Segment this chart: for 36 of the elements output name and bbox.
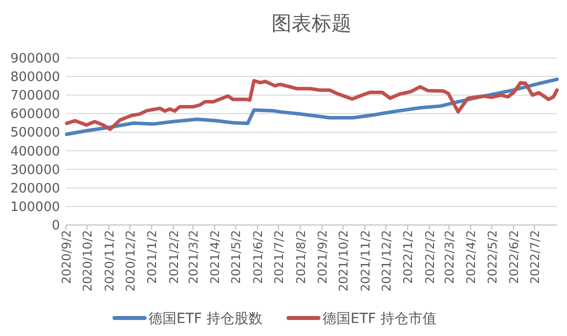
x-tick-label: 2021/4/2 xyxy=(208,230,222,284)
x-tick-label: 2022/2/2 xyxy=(422,230,437,284)
x-tick-label: 2020/12/2 xyxy=(123,230,138,292)
x-tick-label: 2021/2/2 xyxy=(166,230,181,284)
x-tick-label: 2021/11/2 xyxy=(358,230,372,292)
x-tick-label: 2021/6/2 xyxy=(250,230,265,284)
x-tick-label: 2021/5/2 xyxy=(229,230,244,284)
legend-label: 德国ETF 持仓市值 xyxy=(322,311,436,327)
y-tick-label: 900000 xyxy=(10,52,60,66)
x-tick-label: 2022/1/2 xyxy=(401,230,416,284)
y-tick-label: 100000 xyxy=(10,200,60,215)
y-tick-label: 0 xyxy=(52,218,60,234)
y-tick-label: 700000 xyxy=(10,88,60,104)
x-tick-label: 2021/10/2 xyxy=(336,230,351,292)
x-tick-label: 2021/3/2 xyxy=(186,230,200,284)
x-tick-label: 2022/4/2 xyxy=(464,230,478,284)
x-tick-label: 2021/8/2 xyxy=(294,230,308,284)
x-tick-label: 2021/1/2 xyxy=(145,230,160,284)
x-tick-label: 2022/3/2 xyxy=(442,230,456,284)
x-tick-label: 2022/5/2 xyxy=(485,230,500,284)
x-tick-label: 2022/6/2 xyxy=(507,230,522,284)
y-tick-label: 400000 xyxy=(10,144,60,160)
x-tick-label: 2022/7/2 xyxy=(528,230,542,284)
x-tick-label: 2020/11/2 xyxy=(102,230,116,292)
y-tick-label: 500000 xyxy=(10,126,60,141)
x-tick-label: 2020/10/2 xyxy=(80,230,95,292)
legend-label: 德国ETF 持仓股数 xyxy=(148,311,262,327)
x-tick-label: 2020/9/2 xyxy=(60,230,74,284)
y-tick-label: 200000 xyxy=(10,181,60,196)
x-tick-label: 2021/9/2 xyxy=(316,230,330,284)
chart-title: 图表标题 xyxy=(272,11,352,35)
y-tick-label: 300000 xyxy=(10,162,60,178)
y-tick-label: 800000 xyxy=(10,70,60,86)
x-tick-label: 2021/12/2 xyxy=(379,230,394,292)
x-tick-label: 2021/7/2 xyxy=(272,230,286,284)
y-tick-label: 600000 xyxy=(10,107,60,122)
